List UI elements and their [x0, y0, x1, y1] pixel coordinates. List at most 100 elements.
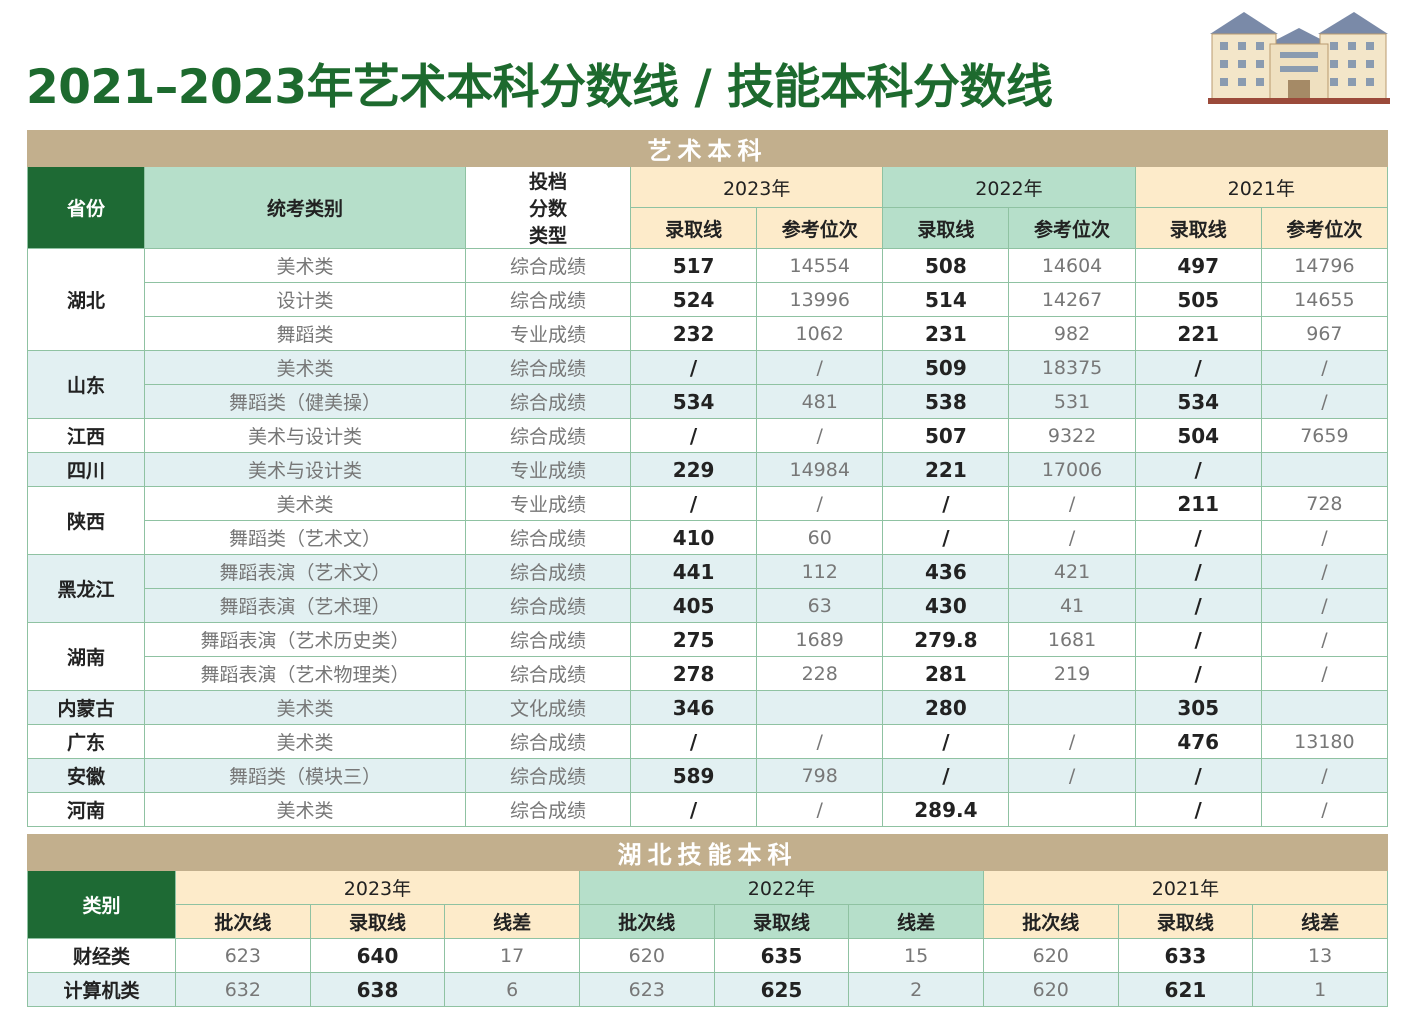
cutoff: 410 — [629, 520, 758, 555]
rank — [1008, 690, 1136, 725]
rank: 967 — [1260, 316, 1389, 351]
cutoff: 514 — [882, 282, 1010, 317]
subheader-row: 录取线 参考位次 录取线 参考位次 录取线 参考位次 — [28, 207, 1389, 249]
score-type: 综合成绩 — [465, 350, 631, 385]
rank: / — [1008, 724, 1136, 759]
category: 设计类 — [144, 282, 466, 317]
rank: / — [1260, 588, 1389, 623]
cutoff: / — [1134, 758, 1262, 793]
data-row: 设计类 综合成绩 524 13996 514 14267 505 14655 — [28, 282, 1389, 317]
rank: / — [1260, 384, 1389, 419]
cutoff: 221 — [882, 452, 1010, 487]
data-row: 陕西 美术类 专业成绩 / / //211 728 — [27, 486, 1389, 555]
data-row: 广东 美术类 综合成绩 / / //476 13180 — [27, 724, 1389, 759]
subheader: 录取线 — [882, 207, 1010, 249]
score: 15 — [848, 938, 984, 973]
score-type: 专业成绩 — [465, 316, 631, 351]
rank: / — [1008, 520, 1136, 555]
data-row: 四川 美术与设计类 专业成绩 229 14984 221 17006/ — [27, 452, 1389, 487]
data-row: 山东 美术类 综合成绩 //509 18375// — [27, 350, 1389, 419]
rank: 112 — [756, 554, 884, 589]
rank: / — [1260, 350, 1389, 385]
score: 623 — [578, 972, 715, 1007]
score-type: 综合成绩 — [465, 282, 631, 317]
rank: 1681 — [1008, 622, 1136, 657]
rank — [1260, 452, 1389, 487]
subheader: 录取线 — [629, 207, 758, 249]
cutoff: 534 — [1134, 384, 1262, 419]
score-type: 专业成绩 — [465, 452, 631, 487]
score-type: 综合成绩 — [465, 248, 631, 283]
cutoff: / — [629, 486, 758, 521]
data-row: 计算机类 632 638 6 623 625 2 620 621 1 — [27, 972, 1388, 1007]
province: 湖北 — [27, 248, 145, 351]
header-row: 省份 统考类别 投档分数类型 2023年 2022年 2021年 — [27, 166, 1389, 249]
cutoff: / — [1134, 452, 1262, 487]
score: 620 — [982, 972, 1119, 1007]
rank: 421 — [1008, 554, 1136, 589]
province: 四川 — [27, 452, 145, 487]
category: 舞蹈类 — [144, 316, 466, 351]
province: 湖南 — [27, 622, 145, 691]
subheader: 录取线 — [1117, 904, 1254, 939]
rank: / — [1008, 486, 1136, 521]
cutoff: 534 — [629, 384, 758, 419]
score-type: 综合成绩 — [465, 724, 631, 759]
section-row: 湖北技能本科 — [27, 834, 1388, 871]
cutoff: 281 — [882, 656, 1010, 691]
province: 黑龙江 — [27, 554, 145, 623]
score: 620 — [982, 938, 1119, 973]
rank — [1008, 792, 1136, 827]
data-row: 财经类 623 640 17 620 635 15 620 633 13 — [27, 938, 1388, 973]
rank: 531 — [1008, 384, 1136, 419]
year-header: 2022年 — [578, 870, 984, 905]
category: 美术类 — [144, 486, 466, 521]
cutoff: / — [1134, 622, 1262, 657]
rank — [756, 690, 884, 725]
category: 美术类 — [144, 792, 466, 827]
cutoff: / — [1134, 350, 1262, 385]
score: 633 — [1117, 938, 1254, 973]
score: 17 — [444, 938, 580, 973]
data-row: 湖北 美术类 综合成绩 517 14554 508 14604 497 14796 — [27, 248, 1389, 351]
subheader: 批次线 — [175, 904, 311, 939]
column-header: 类别 — [27, 870, 176, 939]
rank: 60 — [756, 520, 884, 555]
rank: / — [1260, 656, 1389, 691]
category: 美术类 — [144, 724, 466, 759]
cutoff: 589 — [629, 758, 758, 793]
rank: / — [1260, 554, 1389, 589]
rank: 14554 — [756, 248, 884, 283]
subheader: 参考位次 — [756, 207, 884, 249]
cutoff: / — [882, 520, 1010, 555]
score-type: 综合成绩 — [465, 656, 631, 691]
cutoff: 278 — [629, 656, 758, 691]
rank: 14984 — [756, 452, 884, 487]
category: 美术类 — [144, 350, 466, 385]
cutoff: 507 — [882, 418, 1010, 453]
cutoff: / — [1134, 520, 1262, 555]
building-illustration — [1208, 12, 1390, 104]
rank: 18375 — [1008, 350, 1136, 385]
cutoff: 231 — [882, 316, 1010, 351]
category: 计算机类 — [27, 972, 176, 1007]
subheader: 录取线 — [309, 904, 446, 939]
score-type: 综合成绩 — [465, 792, 631, 827]
score: 638 — [309, 972, 446, 1007]
rank — [1260, 690, 1389, 725]
rank: / — [756, 792, 884, 827]
section-title: 湖北技能本科 — [27, 834, 1388, 871]
cutoff: 280 — [882, 690, 1010, 725]
rank: / — [1260, 520, 1389, 555]
cutoff: / — [1134, 554, 1262, 589]
cutoff: / — [1134, 656, 1262, 691]
cutoff: 405 — [629, 588, 758, 623]
cutoff: 289.4 — [882, 792, 1010, 827]
rank: 13180 — [1260, 724, 1389, 759]
cutoff: 279.8 — [882, 622, 1010, 657]
province: 河南 — [27, 792, 145, 827]
subheader: 线差 — [848, 904, 984, 939]
cutoff: / — [1134, 792, 1262, 827]
score: 625 — [713, 972, 850, 1007]
